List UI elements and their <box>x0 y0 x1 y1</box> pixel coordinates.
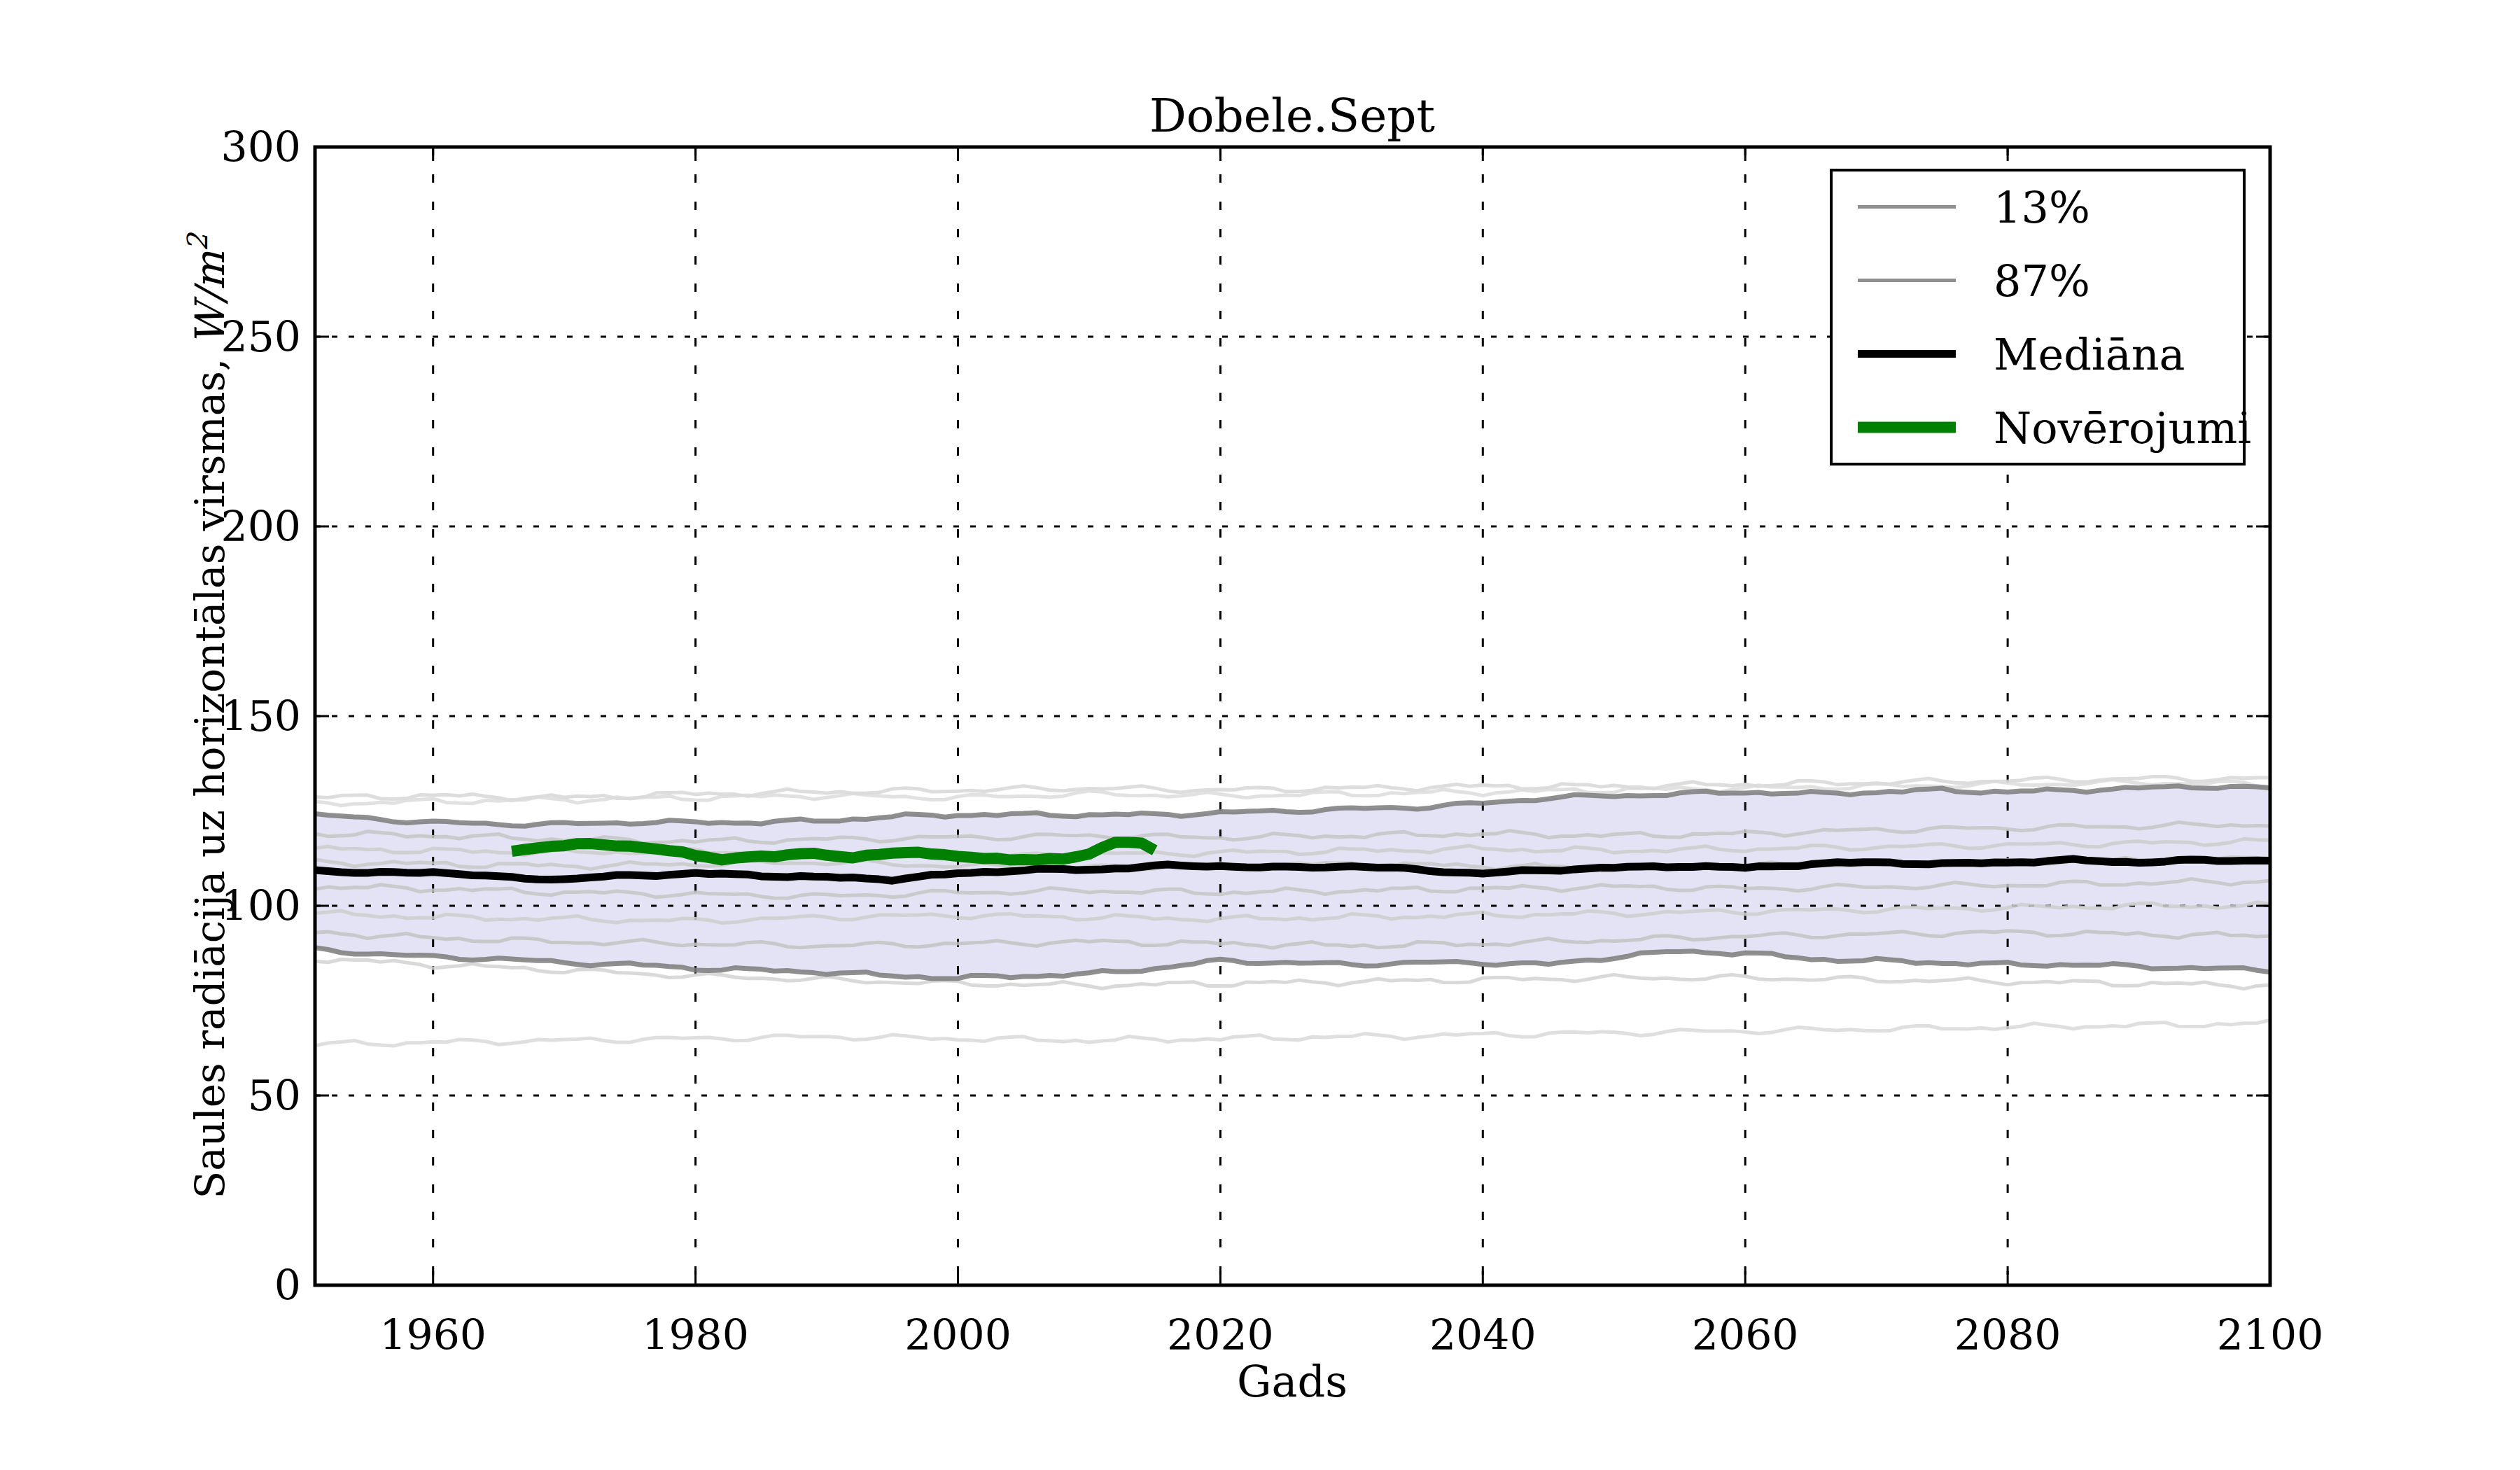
x-tick-label: 2080 <box>1954 1310 2062 1359</box>
y-axis-label-exponent: 2 <box>181 232 214 251</box>
x-tick-label: 2040 <box>1429 1310 1536 1359</box>
chart-title: Dobele.Sept <box>1149 89 1435 143</box>
legend-entry-label: 87% <box>1994 255 2090 307</box>
y-tick-label: 0 <box>274 1261 301 1310</box>
ensemble-member-line <box>315 1021 2270 1046</box>
y-tick-label: 50 <box>248 1071 301 1120</box>
legend-entry-label: 13% <box>1994 182 2090 233</box>
x-tick-label: 1980 <box>642 1310 749 1359</box>
chart-canvas: 1960198020002020204020602080210005010015… <box>0 0 2520 1470</box>
x-tick-label: 2020 <box>1167 1310 1274 1359</box>
y-axis-label: Saules radiācija uz horizontālas virsmas… <box>181 232 234 1198</box>
x-tick-label: 1960 <box>379 1310 486 1359</box>
x-tick-label: 2100 <box>2217 1310 2324 1359</box>
x-tick-label: 2060 <box>1692 1310 1799 1359</box>
legend: 13% 87% Mediāna Novērojumi <box>1831 170 2251 464</box>
legend-entry-label: Novērojumi <box>1994 402 2251 454</box>
legend-entry-label: Mediāna <box>1994 329 2185 380</box>
y-axis-label-unit: W/m <box>186 251 234 345</box>
x-tick-label: 2000 <box>904 1310 1011 1359</box>
percentile-band-group <box>315 786 2270 979</box>
percentile-band-area <box>315 786 2270 979</box>
x-axis-label: Gads <box>1237 1356 1348 1407</box>
y-tick-label: 300 <box>220 122 301 172</box>
figure: 1960198020002020204020602080210005010015… <box>0 0 2520 1470</box>
y-axis-label-main: Saules radiācija uz horizontālas virsmas… <box>186 345 234 1198</box>
